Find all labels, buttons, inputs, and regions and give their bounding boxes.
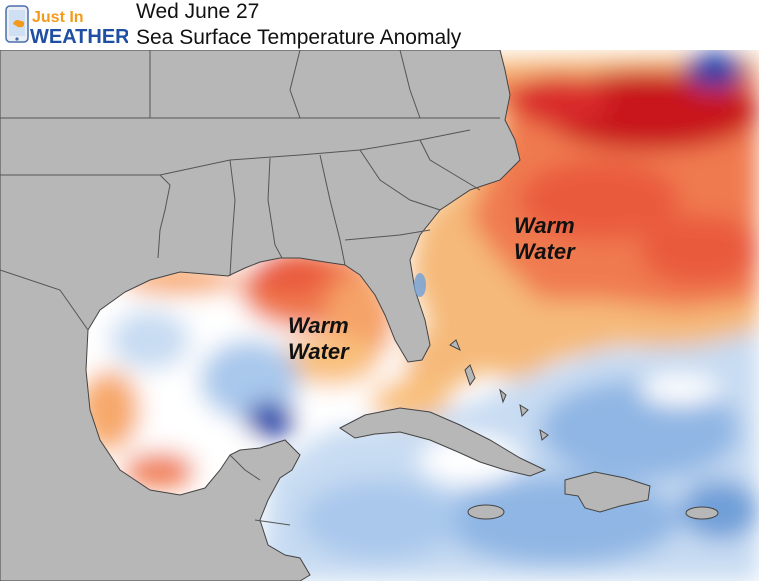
borders (0, 50, 500, 526)
map-title: Sea Surface Temperature Anomaly (136, 26, 462, 49)
annotation-atlantic-warm-water: Warm Water (514, 213, 575, 264)
annotation-gulf-warm-water: Warm Water (288, 313, 349, 364)
logo-line1: Just In (32, 9, 84, 26)
just-in-weather-logo: Just In WEATHER (5, 5, 128, 48)
land (0, 50, 719, 581)
logo-line2: WEATHER (30, 26, 128, 48)
header: Just In WEATHER Wed June 27 Sea Surface … (0, 0, 759, 50)
map-date: Wed June 27 (136, 0, 260, 23)
sst-anomaly-field (0, 52, 759, 581)
sst-anomaly-map (0, 50, 759, 581)
